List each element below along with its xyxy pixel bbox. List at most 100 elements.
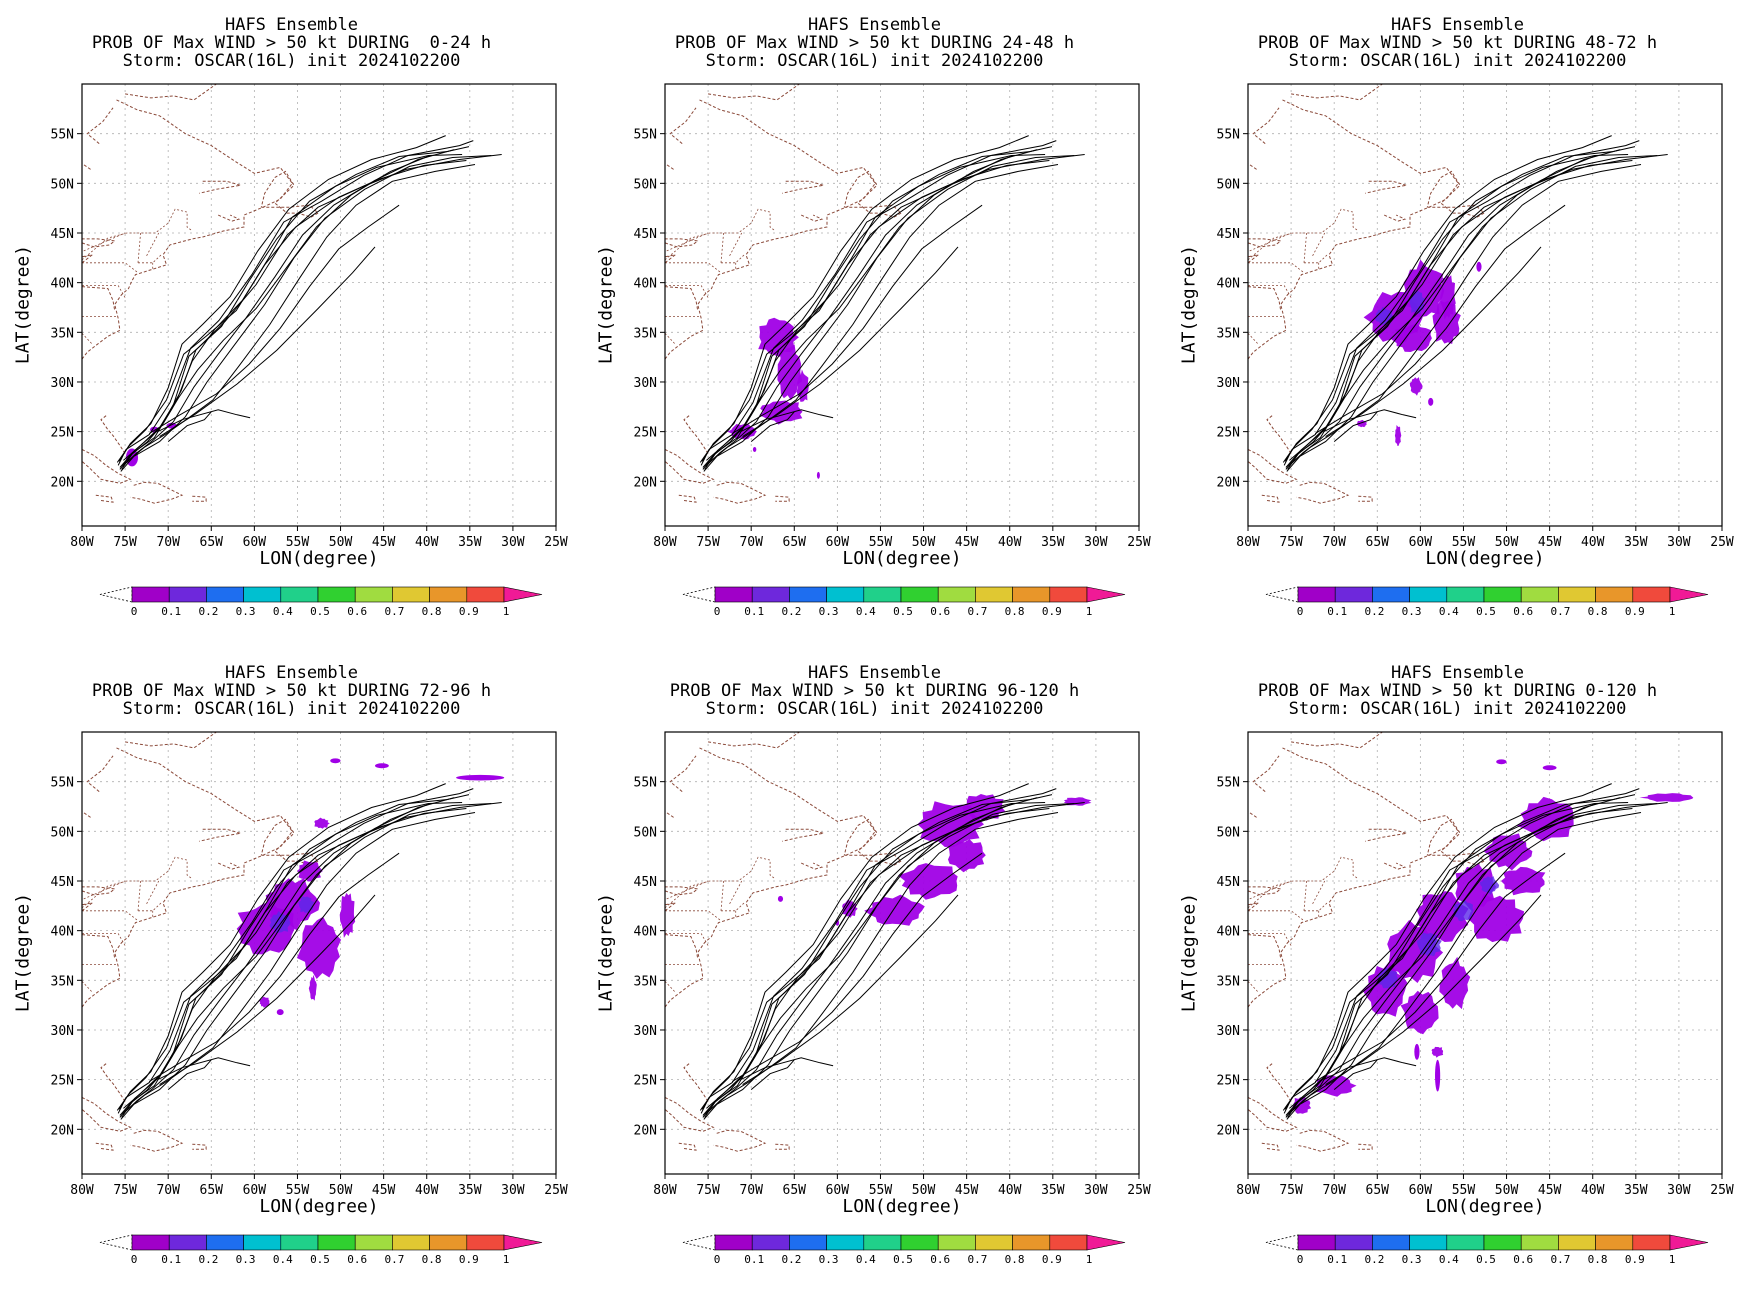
colorbar-tick-label: 0 bbox=[1297, 1253, 1304, 1266]
colorbar-tick-label: 0.8 bbox=[1005, 1253, 1025, 1266]
storm-title: Storm: OSCAR(16L) init 2024102200 bbox=[705, 699, 1044, 719]
border-line bbox=[137, 232, 141, 263]
coastline bbox=[801, 214, 824, 222]
coastline bbox=[199, 180, 241, 194]
coastline bbox=[82, 163, 91, 170]
coastline bbox=[665, 386, 666, 426]
model-title: HAFS Ensemble bbox=[1390, 663, 1525, 683]
ensemble-track bbox=[167, 411, 212, 442]
x-tick-label: 35W bbox=[1041, 535, 1065, 550]
colorbar-segment bbox=[826, 586, 865, 603]
border-line bbox=[82, 232, 138, 261]
coastline bbox=[1248, 886, 1282, 896]
coastline bbox=[669, 107, 697, 144]
colorbar-tick-label: 0.4 bbox=[856, 605, 876, 618]
map-plot-area bbox=[82, 732, 556, 1174]
colorbar-segment bbox=[354, 586, 393, 603]
colorbar-segment bbox=[1012, 1234, 1051, 1251]
coastline bbox=[665, 163, 674, 170]
x-tick-label: 65W bbox=[1366, 1183, 1390, 1198]
x-tick-label: 60W bbox=[1409, 535, 1433, 550]
prob-area-small bbox=[1542, 765, 1557, 771]
coastline bbox=[678, 494, 697, 503]
x-tick-label: 80W bbox=[653, 535, 677, 550]
ensemble-track bbox=[700, 788, 1057, 1114]
x-tick-label: 65W bbox=[200, 1183, 224, 1198]
coastline bbox=[82, 99, 293, 360]
colorbar-segment bbox=[392, 586, 430, 603]
x-tick-label: 25W bbox=[1127, 535, 1151, 550]
border-line bbox=[665, 981, 676, 993]
border-line bbox=[1303, 208, 1359, 234]
coastline bbox=[843, 818, 902, 866]
y-tick-label: 35N bbox=[634, 974, 657, 989]
y-tick-label: 20N bbox=[634, 1123, 657, 1138]
ensemble-track bbox=[707, 164, 1059, 464]
coastline bbox=[1248, 286, 1282, 311]
map-chart: 80W 75W 70W 65W 60W 55W 50W 45W 40W 35W 30W 25W 20N 2… bbox=[51, 83, 568, 618]
colorbar-segment bbox=[206, 586, 244, 603]
prob-area-small bbox=[1476, 261, 1482, 272]
border-line bbox=[1248, 880, 1304, 909]
prob-area bbox=[962, 794, 1006, 822]
ensemble-track bbox=[1283, 140, 1640, 466]
colorbar-segment bbox=[466, 1234, 505, 1251]
border-line bbox=[720, 232, 724, 263]
x-tick-label: 50W bbox=[329, 535, 353, 550]
storm-title: Storm: OSCAR(16L) init 2024102200 bbox=[705, 51, 1044, 71]
plot-frame bbox=[664, 83, 1140, 527]
border-line bbox=[720, 880, 724, 911]
ensemble-track bbox=[742, 894, 959, 1086]
border-line bbox=[1248, 285, 1292, 298]
coastline bbox=[82, 254, 93, 264]
y-tick-label: 45N bbox=[1217, 875, 1240, 890]
border-line bbox=[665, 285, 709, 298]
coastline bbox=[86, 107, 114, 144]
colorbar-tick-label: 0.6 bbox=[347, 605, 367, 618]
colorbar-segment bbox=[168, 1234, 207, 1251]
x-tick-label: 70W bbox=[156, 535, 180, 550]
colorbar-under-triangle bbox=[1265, 586, 1299, 603]
ensemble-track bbox=[742, 246, 959, 438]
colorbar-segment bbox=[131, 1234, 170, 1251]
colorbar-segment bbox=[789, 586, 827, 603]
ensemble-track bbox=[699, 160, 1050, 463]
colorbar-segment bbox=[1520, 586, 1559, 603]
y-tick-label: 40N bbox=[1217, 277, 1240, 292]
x-tick-label: 80W bbox=[1236, 1183, 1260, 1198]
colorbar-tick-label: 0.3 bbox=[236, 1253, 256, 1266]
coastline bbox=[669, 755, 697, 792]
x-axis-label: LON(degree) bbox=[259, 548, 379, 569]
border-line bbox=[721, 254, 745, 264]
coastline bbox=[1252, 755, 1280, 792]
ensemble-track bbox=[1285, 803, 1597, 1118]
y-tick-label: 20N bbox=[51, 475, 74, 490]
ensemble-track bbox=[119, 794, 470, 1116]
y-tick-label: 40N bbox=[1217, 925, 1240, 940]
colorbar-tick-label: 0 bbox=[131, 605, 138, 618]
ensemble-track bbox=[702, 794, 1053, 1116]
coastline bbox=[1248, 934, 1282, 959]
y-tick-label: 45N bbox=[1217, 227, 1240, 242]
coastline bbox=[125, 732, 217, 749]
prob-area-small bbox=[777, 895, 784, 902]
map-chart: 80W 75W 70W 65W 60W 55W 50W 45W 40W 35W 30W 25W 20N 2… bbox=[1217, 83, 1734, 618]
ensemble-track bbox=[1325, 246, 1542, 438]
x-tick-label: 40W bbox=[998, 535, 1022, 550]
x-tick-label: 25W bbox=[1710, 535, 1734, 550]
colorbar-under-triangle bbox=[99, 586, 133, 603]
ensemble-track bbox=[740, 1057, 834, 1081]
x-tick-label: 70W bbox=[1322, 535, 1346, 550]
ensemble-track bbox=[1314, 852, 1566, 1083]
ensemble-track bbox=[118, 783, 446, 1110]
coastline bbox=[1261, 494, 1280, 503]
y-tick-label: 40N bbox=[634, 277, 657, 292]
ensemble-track bbox=[701, 783, 1029, 1110]
model-title: HAFS Ensemble bbox=[1390, 15, 1525, 35]
coastline bbox=[218, 214, 241, 222]
ensemble-track bbox=[116, 808, 467, 1111]
coastline bbox=[1248, 1097, 1298, 1132]
colorbar-tick-label: 0.8 bbox=[422, 1253, 442, 1266]
colorbar-tick-label: 0.1 bbox=[744, 605, 764, 618]
colorbar-tick-label: 0.5 bbox=[1476, 1253, 1496, 1266]
